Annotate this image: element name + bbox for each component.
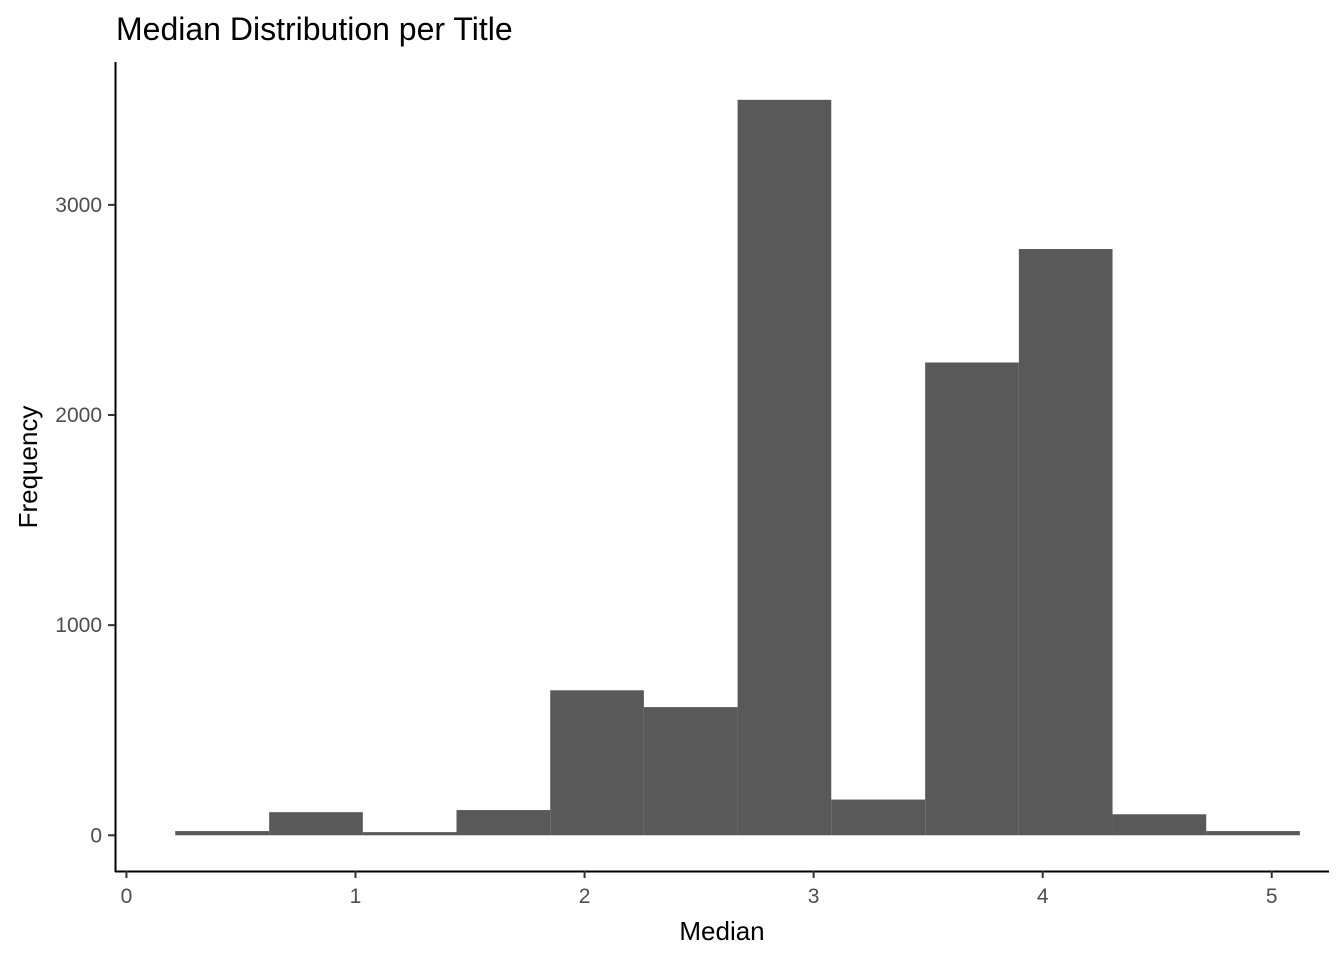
y-tick-label: 3000 (55, 194, 102, 217)
histogram-bar (175, 831, 270, 836)
histogram-bar (1018, 249, 1113, 836)
histogram-bar (1206, 831, 1300, 836)
histogram-bar (737, 99, 832, 836)
y-tick-label: 2000 (55, 404, 102, 427)
y-tick-label: 0 (90, 824, 102, 847)
histogram-bar (456, 810, 551, 836)
y-axis-ticks: 0 1000 2000 3000 (55, 194, 115, 847)
x-tick-label: 5 (1266, 885, 1278, 908)
chart-title: Median Distribution per Title (116, 11, 513, 47)
x-tick-label: 3 (808, 885, 820, 908)
histogram-bar (925, 362, 1019, 836)
y-axis-title: Frequency (13, 406, 43, 529)
histogram-bar (269, 812, 363, 836)
histogram-bar (362, 832, 457, 836)
histogram-bar (1112, 814, 1207, 836)
bars-group (175, 99, 1300, 836)
histogram-bar (643, 707, 738, 836)
x-axis-ticks: 0 1 2 3 4 5 (121, 871, 1278, 908)
x-tick-label: 1 (350, 885, 362, 908)
histogram-bar (831, 799, 926, 836)
y-tick-label: 1000 (55, 614, 102, 637)
x-tick-label: 4 (1037, 885, 1049, 908)
x-tick-label: 2 (579, 885, 591, 908)
histogram-bar (550, 690, 644, 836)
x-axis-title: Median (679, 916, 764, 946)
x-tick-label: 0 (121, 885, 133, 908)
